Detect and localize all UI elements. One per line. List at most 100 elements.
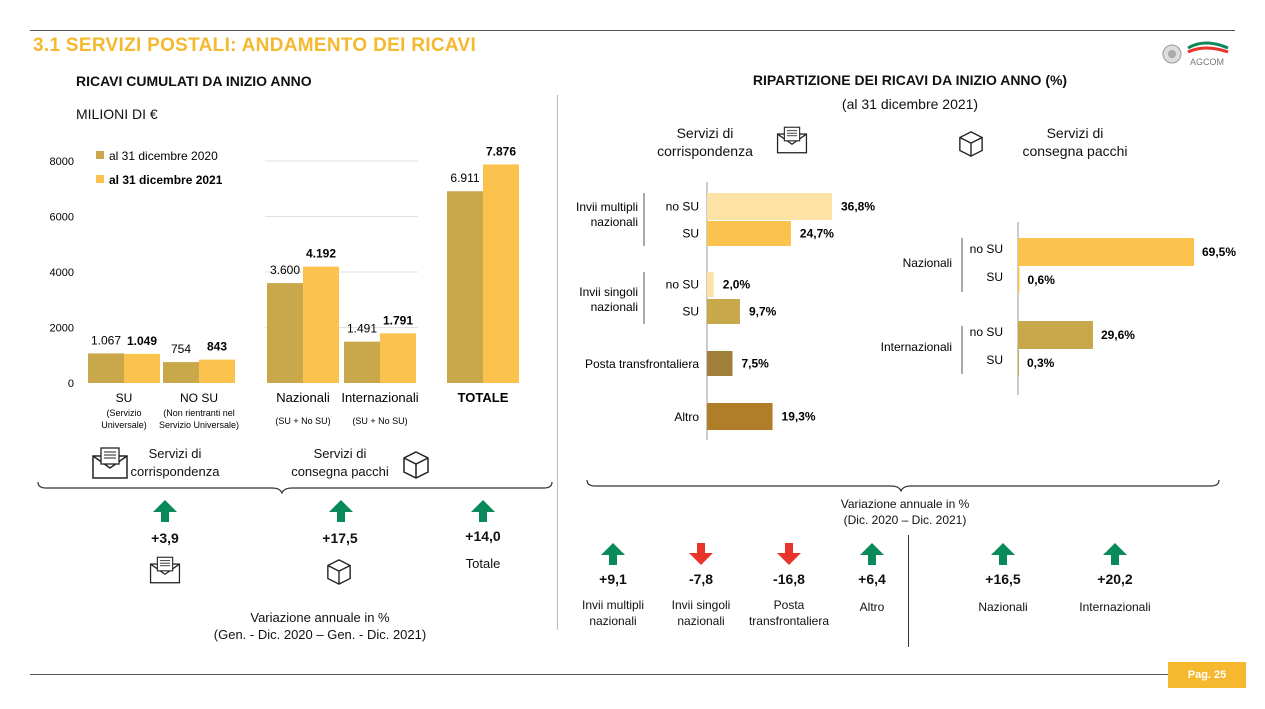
category-sublabel: (Servizio [106,408,141,418]
arrow-down-icon [776,543,802,570]
variation-label-line: nazionali [677,614,725,628]
arrow-up-icon [1102,543,1128,570]
variation-value: -16,8 [773,571,805,587]
variation-label: Altro [822,599,922,615]
variation-label-line: Internazionali [1079,600,1151,614]
agcom-logo-mark [1162,41,1229,64]
hbar-value-label: 24,7% [800,227,834,241]
revenue-bar-chart: 0 2000 4000 6000 8000 al 31 dicembre 2020 al 3… [50,144,519,430]
category-label: SU [116,391,133,405]
right-corr-title: Servizi di corrispondenza [640,124,770,160]
bar-2021 [199,359,235,383]
variation-label: Invii multipli nazionali [563,597,663,629]
variation-label-line: transfrontaliera [748,614,830,628]
page-number-badge: Pag. 25 [1168,662,1246,688]
bar-2020 [88,353,124,383]
y-tick-label: 0 [68,378,74,390]
hbar [1018,321,1093,349]
hbar [707,299,740,324]
y-tick-label: 4000 [50,267,74,279]
bar-2021 [303,266,339,383]
group-label: Invii multipli [576,200,638,214]
variation-label-line: Altro [859,600,885,614]
hbar [707,403,773,430]
hbar-sub-label: no SU [666,278,699,292]
group-label: Posta transfrontaliera [585,357,699,371]
bar-value-label: 754 [171,342,191,356]
hbar-sub-label: SU [682,305,699,319]
y-tick-label: 8000 [50,156,74,168]
left-bracket [37,481,553,494]
left-variation-total-label: Totale [465,556,501,571]
bar-2021 [124,353,160,383]
page-title: 3.1 SERVIZI POSTALI: ANDAMENTO DEI RICAV… [33,35,477,56]
variation-value: +20,2 [1097,571,1133,587]
hbar [707,272,714,297]
bar-value-label: 7.876 [486,144,516,158]
variation-label-line: Posta [773,598,805,612]
envelope-icon [775,124,809,156]
variation-label: Nazionali [953,599,1053,615]
hbar-sub-label: no SU [970,242,1003,256]
bar-2020 [447,191,483,383]
arrow-down-icon [688,543,714,570]
group-label: Altro [674,410,699,424]
left-heading: RICAVI CUMULATI DA INIZIO ANNO [76,73,312,89]
section-divider [557,95,558,630]
hbar-sub-label: no SU [970,325,1003,339]
bar-value-label: 3.600 [270,263,300,277]
hbar-value-label: 29,6% [1101,328,1135,342]
left-group-pacchi-line1: Servizi di [313,446,367,461]
legend-swatch-2020 [96,151,104,159]
envelope-icon [148,555,182,585]
hbar [707,193,832,220]
left-variation-corr: +3,9 [151,530,179,546]
hbar-value-label: 0,3% [1027,356,1055,370]
right-pacchi-title: Servizi di consegna pacchi [1000,124,1150,160]
bar-2020 [344,341,380,383]
arrow-up-icon [328,500,354,527]
left-group-corr-line1: Servizi di [148,446,202,461]
variation-label-line: Nazionali [978,600,1028,614]
left-variation-note: Variazione annuale in % (Gen. - Dic. 202… [180,609,460,643]
left-variation-total: +14,0 [465,528,501,544]
bar-value-label: 1.491 [347,322,377,336]
hbar-value-label: 7,5% [741,357,769,371]
category-sublabel: Universale) [101,420,147,430]
bar-2021 [483,164,519,383]
bar-value-label: 1.791 [383,313,413,327]
right-variation-note: Variazione annuale in % (Dic. 2020 – Dic… [760,496,1050,528]
footer-rule [30,674,1170,675]
right-heading: RIPARTIZIONE DEI RICAVI DA INIZIO ANNO (… [752,72,1068,88]
category-sublabel: Servizio Universale) [159,420,239,430]
category-label: NO SU [180,391,218,405]
legend-label-2020: al 31 dicembre 2020 [109,149,218,163]
category-sublabel: (SU + No SU) [275,416,330,426]
variation-value: +9,1 [599,571,627,587]
variation-value: -7,8 [688,571,714,587]
bar-value-label: 1.049 [127,334,157,348]
right-corr-title-line2: corrispondenza [657,143,753,159]
arrow-up-icon [990,543,1016,570]
hbar-value-label: 2,0% [723,278,751,292]
legend-swatch-2021 [96,175,104,183]
hbar-value-label: 9,7% [749,305,777,319]
agcom-logo: AGCOM [1160,38,1235,70]
right-variation-note-line1: Variazione annuale in % [840,497,970,511]
y-tick-label: 6000 [50,212,74,224]
left-variation-note-line2: (Gen. - Dic. 2020 – Gen. - Dic. 2021) [213,627,427,642]
right-pacchi-title-line1: Servizi di [1046,125,1104,141]
top-rule [30,30,1235,31]
left-variation-note-line1: Variazione annuale in % [250,610,390,625]
arrow-up-icon [859,543,885,570]
category-label: Nazionali [276,390,330,405]
hbar-value-label: 19,3% [782,410,816,424]
bar-2020 [163,362,199,383]
group-label: Invii singoli [579,285,638,299]
group-label: nazionali [591,215,638,229]
arrow-up-icon [152,500,178,527]
hbar-value-label: 36,8% [841,200,875,214]
parcel-icon [958,130,984,158]
bar-value-label: 4.192 [306,247,336,261]
group-label: Internazionali [881,340,952,354]
